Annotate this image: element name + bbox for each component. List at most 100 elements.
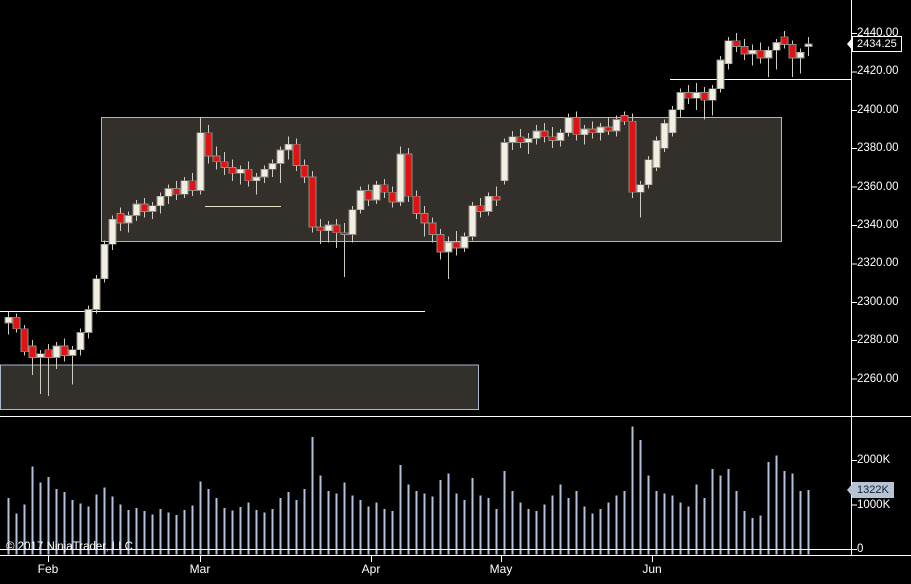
candle-body — [140, 203, 149, 212]
volume-bar — [191, 505, 194, 555]
volume-bar — [295, 500, 298, 555]
volume-bar — [207, 488, 210, 555]
volume-bar — [391, 511, 394, 555]
candle-body — [228, 167, 237, 174]
volume-bar — [671, 495, 674, 555]
candle-body — [612, 119, 621, 132]
volume-bar — [87, 506, 90, 555]
candle-body — [124, 215, 133, 224]
volume-bar — [799, 491, 802, 555]
volume-bar — [399, 464, 402, 555]
candle-body — [796, 51, 805, 59]
volume-bar — [599, 508, 602, 555]
candle-body — [348, 209, 357, 235]
price-axis-label: 2360.00 — [857, 180, 899, 193]
month-label: May — [489, 562, 513, 576]
volume-bar — [647, 475, 650, 555]
volume-bar — [55, 488, 58, 555]
candle-body — [100, 243, 109, 280]
candle-body — [564, 117, 573, 134]
candle-body — [308, 176, 317, 228]
candle-body — [700, 92, 709, 101]
candle-body — [540, 130, 549, 138]
volume-bar — [23, 504, 26, 555]
candle-body — [452, 241, 461, 249]
volume-bar — [615, 495, 618, 555]
candle-body — [28, 345, 37, 358]
volume-bar — [495, 508, 498, 555]
candle-body — [580, 128, 589, 136]
volume-bar — [351, 495, 354, 555]
candle-body — [396, 153, 405, 203]
volume-bar — [503, 471, 506, 555]
volume-bar — [639, 439, 642, 555]
volume-bar — [95, 494, 98, 555]
volume-bar — [71, 500, 74, 555]
candle-body — [276, 149, 285, 164]
volume-axis-label: 0 — [857, 543, 864, 555]
volume-bar — [303, 488, 306, 555]
volume-bar — [735, 491, 738, 555]
candle-body — [756, 49, 765, 59]
candle-body — [68, 349, 77, 356]
candle-body — [500, 142, 509, 182]
volume-bar — [423, 493, 426, 555]
volume-bar — [319, 475, 322, 555]
volume-bar — [239, 507, 242, 555]
candle-body — [332, 224, 341, 234]
last-price-value: 2434.25 — [857, 38, 897, 51]
volume-bar — [63, 492, 66, 555]
volume-bar — [223, 508, 226, 555]
volume-bar — [607, 502, 610, 555]
volume-bar — [687, 506, 690, 555]
volume-bar — [807, 490, 810, 555]
volume-bar — [111, 496, 114, 555]
candle-body — [588, 128, 597, 134]
volume-bar — [79, 503, 82, 555]
volume-bar — [711, 468, 714, 555]
candle-body — [252, 176, 261, 182]
volume-bar — [439, 480, 442, 555]
month-label: Mar — [189, 562, 211, 576]
volume-bar — [455, 493, 458, 555]
candle-body — [36, 353, 45, 358]
volume-bar — [583, 506, 586, 555]
candle-body — [244, 168, 253, 182]
copyright-text: © 2017 NinjaTrader, LLC — [6, 541, 133, 553]
volume-bar — [783, 471, 786, 555]
last-volume-value: 1322K — [857, 484, 889, 497]
candle-body — [780, 36, 789, 45]
volume-bar — [511, 491, 514, 555]
candle-body — [476, 205, 485, 212]
candle-body — [804, 43, 813, 47]
volume-bar — [255, 509, 258, 555]
volume-bar — [407, 484, 410, 555]
volume-bar — [543, 504, 546, 555]
volume-bar — [31, 466, 34, 555]
volume-bar — [591, 513, 594, 555]
candle-body — [164, 188, 173, 197]
candle-body — [204, 132, 213, 157]
volume-bar — [695, 484, 698, 555]
candle-body — [356, 190, 365, 211]
candle-body — [380, 184, 389, 193]
volume-bar — [767, 462, 770, 555]
volume-bar — [143, 511, 146, 555]
candle-body — [772, 42, 781, 51]
candle-body — [668, 109, 677, 134]
volume-bar — [575, 491, 578, 555]
candle-body — [548, 136, 557, 141]
candle-body — [524, 138, 533, 143]
volume-bar — [279, 497, 282, 555]
zone-rectangle[interactable] — [0, 364, 479, 410]
candle-body — [212, 155, 221, 163]
volume-bar — [39, 482, 42, 555]
candle-body — [188, 180, 197, 191]
candle-body — [428, 222, 437, 235]
candle-body — [676, 92, 685, 111]
candle-body — [468, 205, 477, 237]
month-label: Jun — [642, 562, 662, 576]
volume-bar — [527, 508, 530, 555]
